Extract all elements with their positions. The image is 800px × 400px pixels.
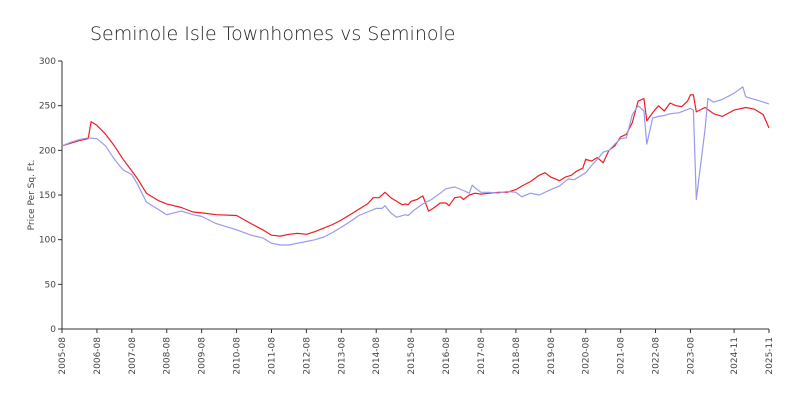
- y-tick-label: 0: [50, 325, 56, 335]
- x-tick-label: 2021-08: [617, 337, 627, 375]
- y-axis-label: Price Per Sq. Ft.: [27, 160, 37, 231]
- series-layer: [61, 86, 770, 246]
- axes: 0 50 100 150 200 250 300 2005-08 2006-08 2007-08 2…: [39, 57, 775, 375]
- x-tick-label: 2016-08: [442, 337, 452, 375]
- x-tick-label: 2018-08: [512, 337, 522, 375]
- x-tick-label: 2020-08: [582, 337, 592, 375]
- x-tick-label: 2014-08: [372, 337, 382, 375]
- x-tick-label: 2017-08: [477, 337, 487, 375]
- x-tick-label: 2007-08: [128, 337, 138, 375]
- x-tick-label: 2009-08: [198, 337, 208, 375]
- y-tick-label: 100: [39, 236, 56, 246]
- series-line-1: [61, 94, 770, 237]
- x-tick-label: 2010-08: [233, 337, 243, 375]
- series-line-2: [61, 86, 770, 246]
- x-tick-label: 2012-08: [302, 337, 312, 375]
- y-tick-label: 300: [39, 57, 56, 67]
- x-tick-label: 2024-11: [730, 337, 740, 375]
- y-tick-label: 50: [45, 280, 57, 290]
- x-tick-label: 2006-08: [93, 337, 103, 375]
- x-tick-label: 2022-08: [652, 337, 662, 375]
- x-tick-label: 2005-08: [58, 337, 68, 375]
- y-tick-label: 200: [39, 146, 56, 156]
- x-tick-label: 2019-08: [547, 337, 557, 375]
- x-tick-label: 2008-08: [163, 337, 173, 375]
- y-tick-label: 150: [39, 191, 56, 201]
- x-tick-label: 2011-08: [267, 337, 277, 375]
- x-tick-label: 2025-11: [765, 337, 775, 375]
- x-tick-label: 2023-08: [686, 337, 696, 375]
- y-tick-label: 250: [39, 102, 56, 112]
- chart-title: Seminole Isle Townhomes vs Seminole: [90, 23, 455, 45]
- x-tick-label: 2015-08: [407, 337, 417, 375]
- x-tick-label: 2013-08: [337, 337, 347, 375]
